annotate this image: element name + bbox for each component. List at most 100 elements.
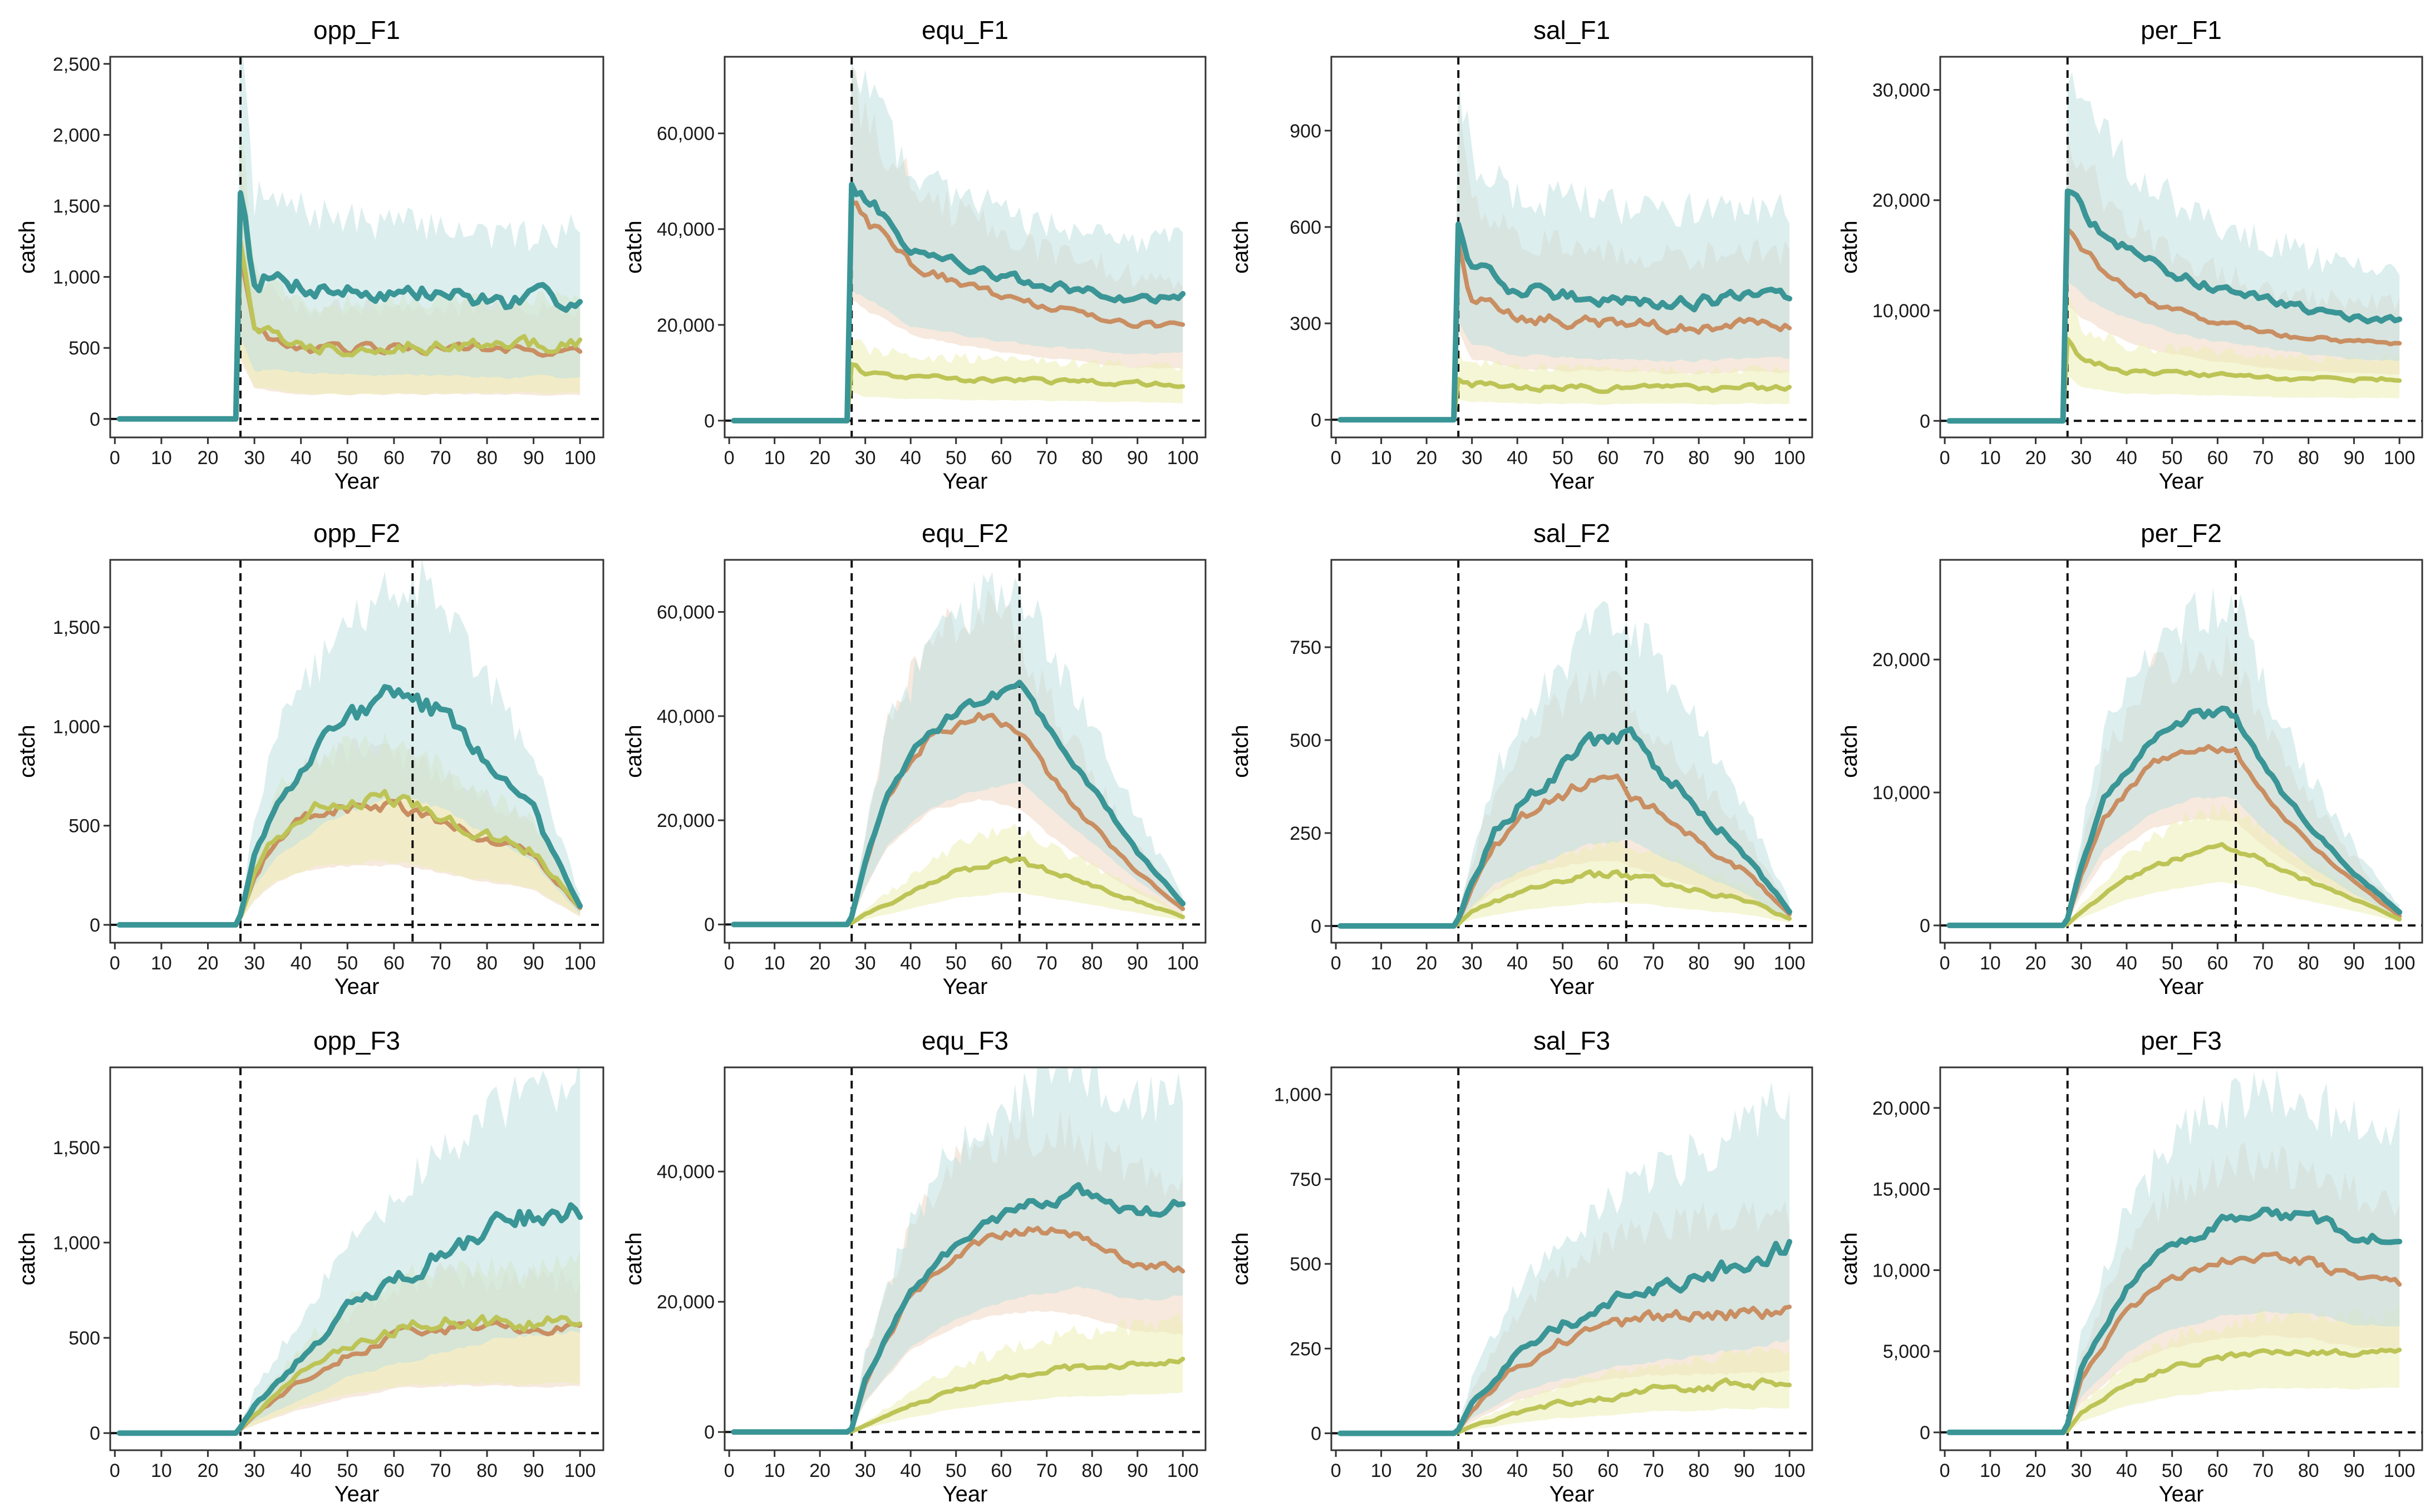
x-tick-label: 90 xyxy=(1734,953,1755,974)
series-line-teal xyxy=(116,1202,583,1436)
y-tick-label: 2,000 xyxy=(53,125,100,146)
x-tick-label: 60 xyxy=(2207,1460,2228,1481)
x-tick-label: 80 xyxy=(476,953,498,974)
y-tick-label: 0 xyxy=(90,409,100,430)
y-tick-label: 0 xyxy=(90,1423,100,1444)
ci-band-green xyxy=(1949,800,2400,925)
x-tick-label: 60 xyxy=(991,447,1012,469)
x-tick-label: 100 xyxy=(564,953,596,974)
panel-title: opp_F3 xyxy=(313,1026,400,1055)
y-tick-label: 0 xyxy=(1920,411,1930,432)
x-axis-label: Year xyxy=(2159,1482,2204,1506)
x-tick-label: 60 xyxy=(991,953,1012,974)
x-tick-label: 40 xyxy=(291,953,312,974)
x-axis-label: Year xyxy=(1549,974,1595,999)
plot-frame xyxy=(1939,1066,2423,1451)
x-tick-label: 80 xyxy=(1081,447,1103,469)
x-tick-label: 20 xyxy=(809,953,830,974)
x-tick-label: 60 xyxy=(383,953,405,974)
y-tick-label: 20,000 xyxy=(1872,649,1930,671)
x-tick-label: 70 xyxy=(1036,447,1057,469)
series-line-teal xyxy=(731,679,1186,928)
x-tick-label: 90 xyxy=(523,953,544,974)
x-tick-label: 30 xyxy=(244,953,265,974)
x-tick-label: 30 xyxy=(855,1460,876,1481)
y-tick-label: 20,000 xyxy=(657,810,715,831)
x-tick-label: 0 xyxy=(1940,953,1950,974)
series-line-teal xyxy=(731,1182,1186,1435)
plot-frame xyxy=(1939,56,2423,439)
panel-title: equ_F3 xyxy=(922,1026,1009,1055)
y-axis-label: catch xyxy=(1837,725,1862,778)
x-tick-label: 20 xyxy=(198,953,219,974)
x-axis-label: Year xyxy=(334,1482,380,1506)
x-tick-label: 80 xyxy=(1688,953,1709,974)
series-line-teal xyxy=(731,181,1186,423)
y-tick-label: 10,000 xyxy=(1872,1260,1930,1281)
x-axis-label: Year xyxy=(334,974,380,999)
y-tick-label: 600 xyxy=(1290,217,1321,238)
x-tick-label: 10 xyxy=(1980,1460,2001,1481)
plot-area xyxy=(1331,560,1812,943)
series-line-teal xyxy=(1946,188,2403,424)
plot-area xyxy=(725,560,1206,943)
x-tick-label: 60 xyxy=(1597,447,1619,469)
plot-area xyxy=(1331,57,1812,437)
chart-panel-per-f3: 0 5,000 10,000 15,000 20,000 0 10 20 30 40 50 60 70 8… xyxy=(1837,1026,2423,1506)
x-tick-label: 100 xyxy=(1774,953,1806,974)
x-tick-label: 30 xyxy=(2070,447,2092,469)
x-tick-label: 10 xyxy=(764,447,785,469)
x-tick-label: 100 xyxy=(2384,447,2416,469)
x-tick-label: 80 xyxy=(1081,953,1103,974)
x-tick-label: 100 xyxy=(1774,1460,1806,1481)
y-tick-label: 15,000 xyxy=(1872,1179,1930,1200)
x-axis-label: Year xyxy=(1549,1482,1595,1506)
ci-band-teal xyxy=(1949,1069,2400,1432)
chart-panel-sal-f1: 0 300 600 900 0 10 20 30 40 50 60 70 80 90 100 sal_F1 Ye… xyxy=(1228,16,1813,494)
x-tick-label: 100 xyxy=(1167,447,1199,469)
y-axis-label: catch xyxy=(622,725,646,778)
plot-area xyxy=(1940,560,2422,943)
x-tick-label: 100 xyxy=(1774,447,1806,469)
y-axis-label: catch xyxy=(622,220,646,274)
plot-frame xyxy=(109,559,604,944)
ci-band-teal xyxy=(119,560,581,925)
x-tick-label: 20 xyxy=(1416,1460,1437,1481)
x-tick-label: 60 xyxy=(383,1460,405,1481)
x-tick-label: 30 xyxy=(855,953,876,974)
panel-title: per_F1 xyxy=(2141,16,2222,45)
x-tick-label: 90 xyxy=(1734,447,1755,469)
ci-band-teal xyxy=(119,57,581,419)
x-tick-label: 10 xyxy=(1980,953,2001,974)
panel-title: sal_F2 xyxy=(1533,519,1610,548)
x-tick-label: 30 xyxy=(1462,953,1483,974)
x-tick-label: 90 xyxy=(1127,447,1148,469)
x-tick-label: 30 xyxy=(855,447,876,469)
ci-band-green xyxy=(1949,1306,2400,1432)
x-tick-label: 50 xyxy=(2162,1460,2183,1481)
chart-panel-equ-f1: 0 20,000 40,000 60,000 0 10 20 30 40 50 60 70 80 90 10… xyxy=(622,16,1207,494)
x-tick-label: 60 xyxy=(1597,953,1619,974)
x-axis-label: Year xyxy=(943,1482,988,1506)
panel-title: sal_F3 xyxy=(1533,1026,1610,1055)
chart-panel-sal-f3: 0 250 500 750 1,000 0 10 20 30 40 50 60 70 80 90 100 sal… xyxy=(1228,1026,1813,1506)
y-tick-label: 0 xyxy=(1311,410,1321,431)
x-tick-label: 40 xyxy=(900,953,921,974)
y-axis-label: catch xyxy=(1228,1232,1253,1286)
x-tick-label: 70 xyxy=(430,1460,451,1481)
x-tick-label: 60 xyxy=(1597,1460,1619,1481)
x-tick-label: 20 xyxy=(198,447,219,469)
x-tick-label: 30 xyxy=(1462,447,1483,469)
x-tick-label: 40 xyxy=(900,1460,921,1481)
x-tick-label: 60 xyxy=(383,447,405,469)
x-tick-label: 80 xyxy=(1688,447,1709,469)
y-tick-label: 1,500 xyxy=(53,196,100,217)
x-tick-label: 20 xyxy=(2025,1460,2047,1481)
x-axis-label: Year xyxy=(2159,974,2204,999)
x-tick-label: 10 xyxy=(151,1460,172,1481)
y-axis-label: catch xyxy=(15,1232,40,1286)
series-line-teal xyxy=(1946,1206,2403,1435)
y-tick-label: 750 xyxy=(1290,1169,1321,1190)
x-tick-label: 40 xyxy=(291,447,312,469)
